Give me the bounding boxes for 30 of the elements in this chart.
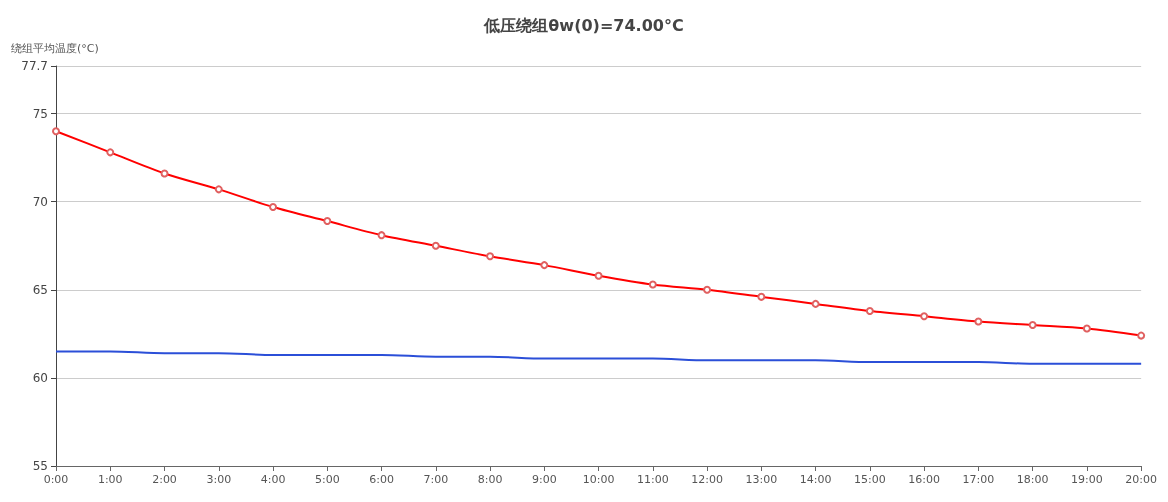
x-tick-label: 5:00 bbox=[314, 473, 340, 486]
x-tick-label: 8:00 bbox=[477, 473, 503, 486]
y-tick-label: 55 bbox=[32, 459, 48, 473]
x-tick-label: 1:00 bbox=[97, 473, 123, 486]
x-tick-label: 19:00 bbox=[1071, 473, 1103, 486]
x-tick-label: 15:00 bbox=[854, 473, 886, 486]
x-tick-label: 10:00 bbox=[582, 473, 615, 486]
x-tick-label: 14:00 bbox=[799, 473, 832, 486]
y-tick-label: 65 bbox=[32, 282, 48, 297]
x-tick-label: 4:00 bbox=[260, 473, 286, 486]
line-series bbox=[55, 350, 1143, 365]
y-tick-label: 60 bbox=[32, 370, 48, 385]
y-tick-label: 77.7 bbox=[21, 59, 48, 73]
x-tick-label: 18:00 bbox=[1016, 473, 1049, 486]
x-tick-label: 3:00 bbox=[206, 473, 232, 486]
x-tick-label: 11:00 bbox=[636, 473, 669, 486]
x-tick-label: 20:00 bbox=[1125, 473, 1157, 486]
x-tick-label: 12:00 bbox=[691, 473, 723, 486]
x-tick-label: 6:00 bbox=[369, 473, 394, 486]
y-tick-label: 75 bbox=[32, 106, 48, 121]
y-tick-label: 70 bbox=[32, 194, 48, 209]
y-axis-title: 绕组平均温度(°C) bbox=[11, 42, 99, 55]
x-tick-label: 7:00 bbox=[423, 473, 449, 486]
x-tick-label: 0:00 bbox=[43, 473, 69, 486]
x-tick-label: 16:00 bbox=[908, 473, 940, 486]
x-tick-label: 13:00 bbox=[745, 473, 778, 486]
x-tick-label: 9:00 bbox=[531, 473, 557, 486]
x-tick-label: 2:00 bbox=[152, 473, 177, 486]
x-tick-label: 17:00 bbox=[962, 473, 995, 486]
chart-title: 低压绕组θw(0)=74.00°C bbox=[483, 15, 684, 35]
